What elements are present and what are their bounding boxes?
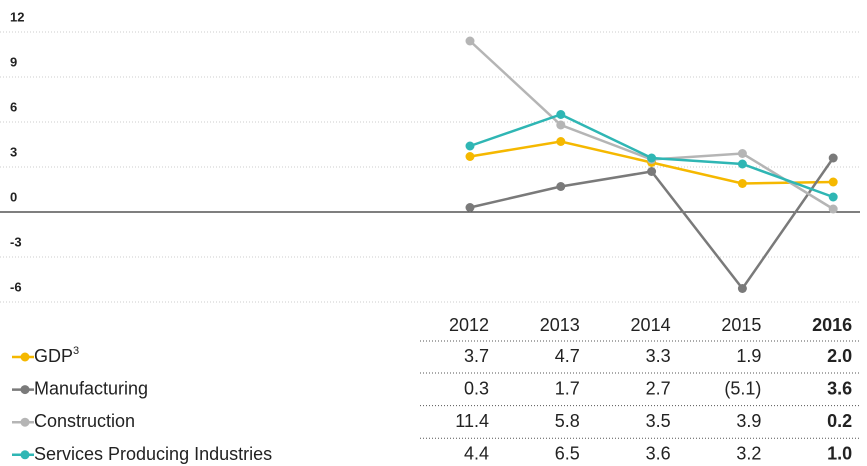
y-tick-label: 12 xyxy=(10,9,24,24)
value-label: 0.3 xyxy=(464,378,489,398)
value-label: 2.0 xyxy=(827,346,852,366)
data-point xyxy=(465,36,475,46)
value-label: 0.2 xyxy=(827,411,852,431)
data-point xyxy=(465,152,475,161)
data-point xyxy=(556,182,566,191)
series-name-text: Services Producing Industries xyxy=(34,444,272,464)
footnote-marker: 3 xyxy=(73,345,79,357)
legend-marker-dot xyxy=(20,352,30,362)
value-label: 3.5 xyxy=(646,411,671,431)
data-point xyxy=(556,120,566,130)
value-label: 1.9 xyxy=(736,346,761,366)
column-header: 2016 xyxy=(812,315,852,335)
y-tick-label: 6 xyxy=(10,99,17,114)
value-label: 3.7 xyxy=(464,346,489,366)
data-point xyxy=(647,153,657,163)
data-point xyxy=(737,159,747,169)
data-point xyxy=(556,110,566,119)
series-name: GDP3 xyxy=(34,345,79,366)
value-label: 3.6 xyxy=(827,378,852,398)
value-label: 1.7 xyxy=(555,378,580,398)
y-tick-label: -3 xyxy=(10,234,22,249)
series-name: Construction xyxy=(34,411,135,431)
column-header: 2012 xyxy=(449,315,489,335)
data-point xyxy=(828,204,838,214)
data-point xyxy=(737,284,747,293)
data-point xyxy=(737,149,747,158)
data-point xyxy=(737,179,747,188)
data-point xyxy=(828,153,838,163)
series-name-text: GDP xyxy=(34,346,73,366)
value-label: 3.2 xyxy=(736,444,761,464)
value-label: 4.4 xyxy=(464,444,489,464)
value-label: 4.7 xyxy=(555,346,580,366)
series-name-text: Manufacturing xyxy=(34,378,148,398)
value-label: 3.3 xyxy=(646,346,671,366)
series-name-text: Construction xyxy=(34,411,135,431)
y-tick-label: 3 xyxy=(10,144,17,159)
value-label: 3.9 xyxy=(736,411,761,431)
value-label: 3.6 xyxy=(646,444,671,464)
y-tick-label: -6 xyxy=(10,279,22,294)
y-tick-label: 0 xyxy=(10,189,17,204)
series-name: Manufacturing xyxy=(34,378,148,398)
value-label: 11.4 xyxy=(455,411,489,431)
value-label: 2.7 xyxy=(646,378,671,398)
data-point xyxy=(556,137,566,146)
legend-marker-dot xyxy=(20,385,30,395)
value-label: 6.5 xyxy=(555,444,580,464)
data-point xyxy=(465,203,475,212)
value-label: 5.8 xyxy=(555,411,580,431)
y-tick-label: 9 xyxy=(10,54,17,69)
column-header: 2013 xyxy=(540,315,580,335)
series-name: Services Producing Industries xyxy=(34,444,272,464)
legend-marker-dot xyxy=(20,450,30,460)
value-label: 1.0 xyxy=(827,444,852,464)
data-point xyxy=(828,177,838,187)
data-point xyxy=(828,192,838,202)
data-point xyxy=(465,141,475,151)
value-label: (5.1) xyxy=(724,378,761,398)
data-point xyxy=(647,167,657,176)
column-header: 2014 xyxy=(631,315,671,335)
column-header: 2015 xyxy=(721,315,761,335)
legend-marker-dot xyxy=(20,417,30,427)
